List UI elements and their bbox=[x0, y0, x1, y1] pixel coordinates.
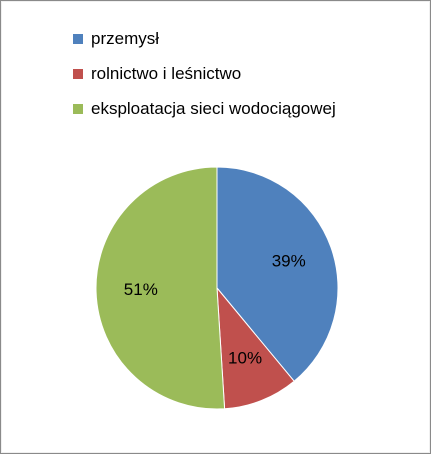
legend-label-rolnictwo: rolnictwo i leśnictwo bbox=[91, 63, 242, 83]
legend-item-eksploatacja: eksploatacja sieci wodociągowej bbox=[73, 91, 403, 126]
pie-slice-rolnictwo bbox=[216, 286, 295, 410]
legend-swatch-eksploatacja bbox=[73, 103, 83, 114]
legend-swatch-przemysl bbox=[73, 33, 83, 44]
legend-item-przemysl: przemysł bbox=[73, 21, 403, 56]
legend-label-przemysl: przemysł bbox=[91, 28, 160, 48]
pie-slice-eksploatacja bbox=[95, 166, 226, 410]
legend-item-rolnictwo: rolnictwo i leśnictwo bbox=[73, 56, 403, 91]
legend-label-eksploatacja: eksploatacja sieci wodociągowej bbox=[91, 98, 336, 118]
pie-slice-przemysl bbox=[216, 166, 339, 382]
pie-label-rolnictwo: 10% bbox=[228, 348, 262, 367]
pie-label-eksploatacja: 51% bbox=[124, 280, 158, 299]
pie-labels: 39% 10% 51% bbox=[124, 252, 306, 368]
legend: przemysł rolnictwo i leśnictwo eksploata… bbox=[73, 21, 403, 126]
legend-swatch-rolnictwo bbox=[73, 68, 83, 79]
pie-label-przemysl: 39% bbox=[272, 252, 306, 271]
pie-slices bbox=[95, 166, 339, 410]
